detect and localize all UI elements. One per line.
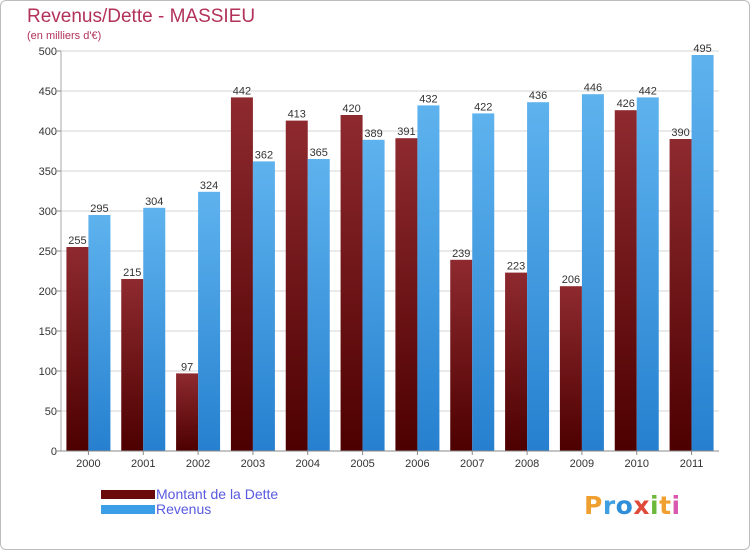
- x-tick-label: 2005: [350, 458, 374, 470]
- value-label-revenus-2003: 362: [255, 149, 273, 161]
- y-tick-label: 500: [39, 46, 57, 58]
- value-labels: 255 295 215 304 97 324 442 362 413 365 420 389 391 43…: [68, 43, 712, 373]
- bar-dette-2005: [340, 115, 363, 451]
- y-tick-label: 50: [45, 406, 57, 418]
- bar-dette-2003: [230, 97, 253, 452]
- value-label-revenus-2005: 389: [364, 128, 382, 140]
- value-label-revenus-2007: 422: [474, 101, 492, 113]
- bar-revenus-2001: [143, 207, 166, 451]
- x-tick-label: 2002: [186, 458, 210, 470]
- bar-revenus-2009: [581, 94, 604, 451]
- bar-revenus-2010: [636, 97, 659, 452]
- legend-label-dette: Montant de la Dette: [156, 486, 279, 502]
- logo-letter: P: [584, 491, 603, 520]
- value-label-revenus-2004: 365: [310, 147, 328, 159]
- bar-revenus-2002: [198, 191, 221, 452]
- value-label-dette-2008: 223: [507, 261, 525, 273]
- bar-revenus-2006: [417, 105, 440, 452]
- y-tick-label: 350: [39, 166, 57, 178]
- bar-dette-2000: [66, 247, 89, 451]
- value-label-revenus-2010: 442: [639, 85, 657, 97]
- y-axis-ticks: 0 50 100 150 200 250 300 350 400 450 500: [39, 46, 61, 458]
- bar-revenus-2003: [252, 161, 275, 451]
- value-label-dette-2005: 420: [342, 103, 360, 115]
- logo-letter: r: [602, 491, 616, 520]
- x-tick-label: 2010: [625, 458, 649, 470]
- bar-dette-2006: [395, 138, 418, 451]
- bar-dette-2001: [121, 279, 144, 451]
- chart-subtitle: (en milliers d'€): [27, 30, 102, 42]
- y-tick-label: 300: [39, 206, 57, 218]
- legend-label-revenus: Revenus: [156, 501, 212, 517]
- value-label-revenus-2011: 495: [693, 43, 711, 55]
- x-tick-label: 2007: [460, 458, 484, 470]
- bar-dette-2009: [559, 286, 582, 451]
- logo-letter: i: [671, 491, 681, 520]
- x-tick-label: 2004: [296, 458, 320, 470]
- logo-letter: o: [615, 491, 634, 520]
- value-label-revenus-2002: 324: [200, 180, 218, 192]
- bar-dette-2010: [614, 110, 637, 451]
- y-tick-label: 200: [39, 286, 57, 298]
- logo-letter: x: [633, 491, 650, 520]
- value-label-dette-2003: 442: [233, 85, 251, 97]
- bar-dette-2007: [450, 259, 473, 451]
- value-label-revenus-2006: 432: [419, 93, 437, 105]
- x-axis-ticks: 2000 2001 2002 2003 2004 2005 2006 2007 2008 2009…: [61, 450, 719, 470]
- value-label-dette-2006: 391: [397, 126, 415, 138]
- y-tick-label: 0: [51, 446, 57, 458]
- x-tick-label: 2011: [680, 458, 704, 470]
- chart-title: Revenus/Dette - MASSIEU: [27, 6, 256, 27]
- bar-dette-2008: [505, 272, 528, 451]
- y-tick-label: 450: [39, 86, 57, 98]
- value-label-revenus-2000: 295: [90, 203, 108, 215]
- bar-dette-2002: [176, 373, 199, 451]
- bar-revenus-2005: [362, 139, 385, 452]
- value-label-dette-2001: 215: [123, 267, 141, 279]
- value-label-revenus-2009: 446: [584, 82, 602, 94]
- value-label-dette-2007: 239: [452, 248, 470, 260]
- bar-revenus-2008: [527, 102, 550, 451]
- value-label-dette-2002: 97: [181, 361, 193, 373]
- x-tick-label: 2006: [405, 458, 429, 470]
- bar-dette-2011: [669, 139, 692, 451]
- value-label-dette-2010: 426: [617, 98, 635, 110]
- y-tick-label: 150: [39, 326, 57, 338]
- value-label-revenus-2001: 304: [145, 196, 163, 208]
- bar-dette-2004: [285, 120, 308, 451]
- x-tick-label: 2003: [241, 458, 265, 470]
- logo-letter: i: [650, 491, 660, 520]
- value-label-dette-2000: 255: [68, 235, 86, 247]
- grid-lines: [60, 50, 719, 452]
- value-label-dette-2009: 206: [562, 274, 580, 286]
- bars: [66, 55, 714, 452]
- value-label-revenus-2008: 436: [529, 90, 547, 102]
- x-tick-label: 2009: [570, 458, 594, 470]
- bar-revenus-2007: [472, 113, 495, 452]
- x-tick-label: 2000: [76, 458, 100, 470]
- legend-swatch-revenus: [101, 505, 155, 514]
- bar-revenus-2000: [88, 215, 111, 451]
- value-label-dette-2011: 390: [671, 127, 689, 139]
- proxiti-logo: Proxiti: [584, 491, 681, 520]
- x-tick-label: 2008: [515, 458, 539, 470]
- legend-swatch-dette: [101, 490, 155, 499]
- logo-letter: t: [659, 491, 672, 520]
- x-tick-label: 2001: [131, 458, 155, 470]
- bar-revenus-2011: [691, 55, 714, 451]
- y-tick-label: 400: [39, 126, 57, 138]
- bar-revenus-2004: [307, 159, 330, 451]
- y-tick-label: 100: [39, 366, 57, 378]
- value-label-dette-2004: 413: [288, 109, 306, 121]
- y-tick-label: 250: [39, 246, 57, 258]
